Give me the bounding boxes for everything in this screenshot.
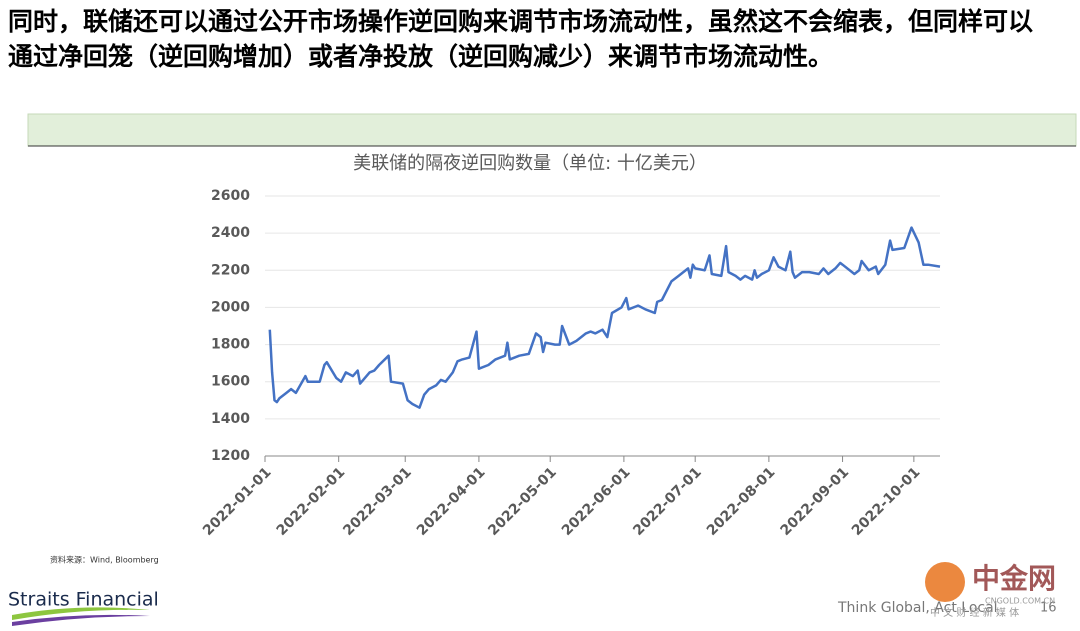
x-tick-label: 2022-02-01 [274, 464, 349, 539]
x-tick-label: 2022-09-01 [778, 464, 853, 539]
x-tick-label: 2022-08-01 [704, 464, 779, 539]
heading: 同时，联储还可以通过公开市场操作逆回购来调节市场流动性，虽然这不会缩表，但同样可… [8, 7, 1034, 71]
y-tick-label: 2600 [211, 188, 250, 204]
x-tick-label: 2022-03-01 [340, 464, 415, 539]
page-number: 16 [1040, 601, 1057, 616]
logo: Straits Financial [8, 589, 159, 611]
y-tick-label: 2200 [211, 262, 250, 278]
x-tick-label: 2022-07-01 [630, 464, 705, 539]
data-line [268, 226, 941, 409]
source: 资料来源：Wind, Bloomberg [50, 555, 159, 565]
slogan: Think Global, Act Local [837, 600, 998, 616]
watermark-icon [925, 562, 965, 602]
y-tick-label: 2000 [211, 299, 250, 315]
watermark: 中金网 [972, 562, 1056, 595]
y-tick-label: 1200 [211, 448, 250, 464]
chart-title: 美联储的隔夜逆回购数量（单位: 十亿美元） [353, 153, 707, 174]
watermark-url: CNGOLD.COM.CN [985, 597, 1055, 606]
x-tick-label: 2022-04-01 [414, 464, 489, 539]
x-tick-label: 2022-05-01 [485, 464, 560, 539]
y-tick-label: 1600 [211, 374, 250, 390]
swoosh [12, 614, 150, 626]
watermark-sub: 中 文 财 经 新 媒 体 [930, 606, 1019, 619]
x-tick-label: 2022-10-01 [849, 464, 924, 539]
x-tick-label: 2022-01-01 [200, 464, 275, 539]
band [27, 113, 1077, 147]
swoosh [12, 607, 150, 620]
y-tick-label: 1400 [211, 411, 250, 427]
x-tick-label: 2022-06-01 [559, 464, 634, 539]
y-tick-label: 2400 [211, 225, 250, 241]
y-tick-label: 1800 [211, 337, 250, 353]
